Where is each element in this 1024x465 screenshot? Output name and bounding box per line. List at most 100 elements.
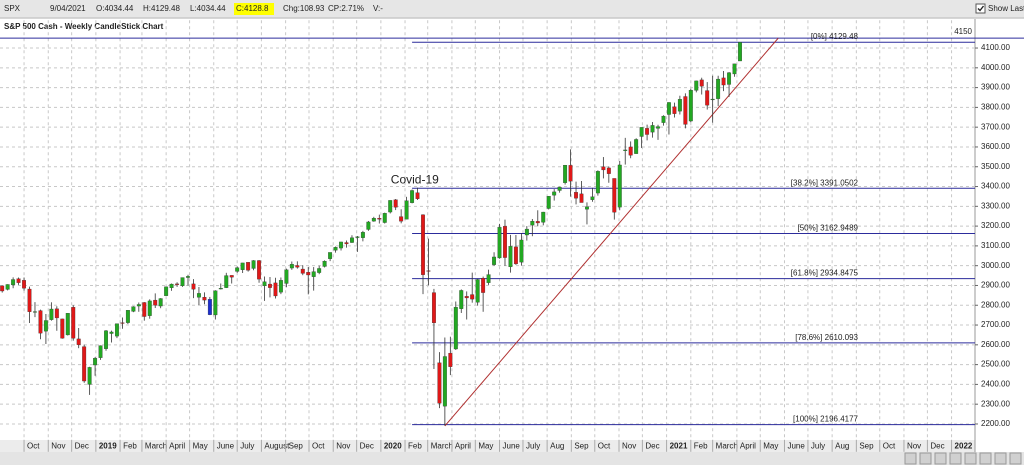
candle-body: [229, 275, 234, 278]
high: H:4129.48: [143, 4, 180, 13]
x-tick-label: April: [169, 441, 185, 450]
fib-label: [38.2%] 3391.0502: [791, 178, 859, 187]
candle-body: [43, 320, 48, 332]
show-last-label[interactable]: Show Last: [988, 4, 1024, 13]
x-tick-label: April: [740, 441, 756, 450]
x-tick-label: Nov: [51, 441, 65, 450]
candle-body: [431, 292, 436, 324]
candle-body: [628, 146, 633, 156]
x-tick-label: Nov: [907, 441, 921, 450]
candle-body: [503, 226, 507, 258]
fib-label: [50%] 3162.9489: [797, 224, 858, 233]
candle-body: [639, 127, 644, 137]
candle-body: [716, 78, 721, 99]
fib-level-name: [38.2%]: [791, 178, 818, 187]
y-tick-label: 2600.00: [981, 340, 1010, 349]
candle-body: [590, 196, 595, 200]
scroll-button[interactable]: [994, 452, 1007, 465]
scroll-button[interactable]: [904, 452, 917, 465]
candle-body: [530, 221, 535, 226]
fib-label: [0%] 4129.48: [811, 32, 859, 41]
scroll-button[interactable]: [934, 452, 947, 465]
candle-body: [732, 63, 737, 75]
scroll-button[interactable]: [919, 452, 932, 465]
candle-body: [541, 211, 546, 223]
x-tick-label: Aug: [550, 441, 564, 450]
candle-body: [404, 200, 409, 220]
candle-body: [617, 164, 622, 208]
candle-body: [568, 165, 573, 182]
candle-body: [22, 280, 26, 289]
candle-body: [169, 283, 174, 288]
x-tick-label: Feb: [694, 441, 708, 450]
candle-body: [142, 302, 147, 317]
candle-body: [5, 284, 10, 290]
candle-body: [513, 246, 518, 265]
x-tick-label: March: [431, 441, 453, 450]
scroll-button[interactable]: [979, 452, 992, 465]
candle-body: [606, 167, 611, 174]
x-tick-label: Dec: [360, 441, 374, 450]
candle-body: [574, 192, 578, 199]
candle-body: [645, 128, 650, 135]
candle-body: [257, 260, 262, 280]
candle-body: [656, 126, 660, 129]
fib-level-name: [50%]: [797, 224, 817, 233]
candle-body: [76, 338, 81, 345]
candle-body: [448, 352, 453, 367]
candle-body: [508, 246, 513, 268]
x-tick-label: Feb: [123, 441, 137, 450]
candle-body: [60, 318, 65, 339]
y-tick-label: 4100.00: [981, 43, 1010, 52]
candle-body: [415, 192, 420, 199]
candle-body: [115, 323, 119, 337]
scroll-button[interactable]: [1009, 452, 1022, 465]
y-tick-label: 3700.00: [981, 122, 1010, 131]
change-pct: CP:2.71%: [328, 4, 364, 13]
candle-body: [65, 313, 70, 336]
candle-body: [120, 322, 125, 324]
check-mark: [977, 5, 985, 12]
chart-title: S&P 500 Cash - Weekly CandleStick Chart: [4, 22, 164, 31]
candle-body: [38, 310, 43, 334]
x-tick-label: Oct: [883, 441, 896, 450]
x-tick-label: April: [455, 441, 471, 450]
y-tick-label: 2200.00: [981, 419, 1010, 428]
candle-body: [699, 79, 704, 87]
candle-body: [207, 299, 212, 315]
scroll-button[interactable]: [964, 452, 977, 465]
candle-body: [650, 125, 655, 133]
candle-body: [295, 265, 300, 268]
candle-body: [218, 288, 223, 290]
x-tick-label: May: [478, 441, 493, 450]
candle-body: [727, 72, 732, 85]
candle-body: [246, 262, 251, 271]
x-tick-label: 2021: [670, 441, 688, 450]
candle-body: [175, 283, 180, 285]
fib-level-name: [100%]: [793, 415, 818, 424]
candle-body: [393, 199, 398, 208]
x-tick-label: Oct: [598, 441, 611, 450]
candle-body: [278, 280, 283, 293]
fib-label: [61.8%] 2934.8475: [791, 269, 859, 278]
y-tick-label: 2400.00: [981, 380, 1010, 389]
y-tick-label: 2700.00: [981, 320, 1010, 329]
candle-body: [612, 178, 617, 213]
candle-body: [268, 283, 272, 288]
candle-body: [688, 90, 693, 122]
scroll-button[interactable]: [949, 452, 962, 465]
y-tick-label: 3400.00: [981, 182, 1010, 191]
y-tick-label: 2900.00: [981, 281, 1010, 290]
candle-body: [552, 191, 557, 196]
candle-body: [54, 308, 59, 319]
x-axis-band: [0, 440, 975, 452]
x-tick-label: March: [716, 441, 738, 450]
fib-label: [78.6%] 2610.093: [795, 333, 858, 342]
scrollbar[interactable]: [0, 452, 1024, 465]
show-last-checkbox[interactable]: [975, 3, 986, 14]
low: L:4034.44: [190, 4, 226, 13]
candle-body: [240, 262, 245, 270]
candle-body: [475, 279, 480, 303]
candle-body: [251, 260, 256, 269]
y-tick-label: 2300.00: [981, 399, 1010, 408]
